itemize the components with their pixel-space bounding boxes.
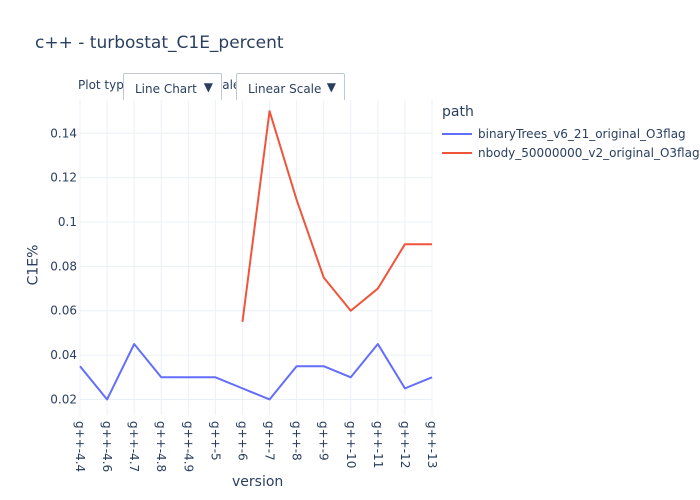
- series-line-nbody[interactable]: [241, 110, 432, 322]
- legend-title: path: [442, 104, 474, 120]
- x-tick-label: g++-12: [398, 421, 412, 468]
- x-tick-label: g++-11: [371, 421, 385, 468]
- scale-value: Linear Scale: [248, 82, 322, 96]
- legend-swatch: [442, 132, 472, 135]
- chevron-down-icon: ▼: [203, 80, 213, 94]
- scale-dropdown[interactable]: Linear Scale ▼: [236, 73, 345, 103]
- x-tick-label: g++-4.9: [181, 421, 195, 472]
- x-tick-label: g++-10: [344, 421, 358, 468]
- y-tick-label: 0.1: [58, 215, 77, 229]
- x-tick-label: g++-5: [208, 421, 222, 461]
- x-tick-label: g++-7: [263, 421, 277, 461]
- legend-item-nbody[interactable]: nbody_50000000_v2_original_O3flag: [442, 143, 700, 162]
- legend: path binaryTrees_v6_21_original_O3flag n…: [442, 104, 700, 162]
- chart-title: c++ - turbostat_C1E_percent: [35, 33, 284, 53]
- x-tick-label: g++-4.6: [100, 421, 114, 472]
- y-tick-label: 0.12: [50, 171, 77, 185]
- y-tick-label: 0.06: [50, 304, 77, 318]
- x-tick-label: g++-9: [317, 421, 331, 461]
- plot-type-dropdown[interactable]: Line Chart ▼: [123, 73, 222, 103]
- x-tick-label: g++-8: [290, 421, 304, 461]
- x-tick-label: g++-4.4: [73, 421, 87, 472]
- x-tick-labels: g++-4.4 g++-4.6 g++-4.7 g++-4.8 g++-4.9 g++-5…: [73, 421, 439, 472]
- y-tick-label: 0.14: [50, 126, 77, 140]
- y-tick-label: 0.08: [50, 259, 77, 273]
- x-tick-label: g++-4.7: [127, 421, 141, 472]
- legend-swatch: [442, 151, 472, 154]
- y-tick-labels: 0.02 0.04 0.06 0.08 0.1 0.12 0.14: [50, 126, 77, 406]
- legend-item-binarytrees[interactable]: binaryTrees_v6_21_original_O3flag: [442, 124, 700, 143]
- series-lines: [79, 110, 433, 401]
- plot-type-label: Plot type:: [78, 78, 136, 92]
- y-tick-label: 0.04: [50, 348, 77, 362]
- x-tick-label: g++-13: [425, 421, 439, 468]
- x-tick-label: g++-4.8: [154, 421, 168, 472]
- chevron-down-icon: ▼: [326, 80, 336, 94]
- series-line-binarytrees[interactable]: [79, 343, 433, 401]
- x-axis-title: version: [232, 474, 284, 490]
- legend-label: binaryTrees_v6_21_original_O3flag: [478, 126, 686, 141]
- y-axis-title: C1E%: [25, 244, 42, 286]
- y-tick-label: 0.02: [50, 392, 77, 406]
- x-tick-label: g++-6: [235, 421, 249, 461]
- legend-label: nbody_50000000_v2_original_O3flag: [478, 145, 700, 160]
- plot-area: [80, 100, 432, 415]
- plot-type-value: Line Chart: [135, 82, 197, 96]
- grid-lines: [79, 100, 433, 415]
